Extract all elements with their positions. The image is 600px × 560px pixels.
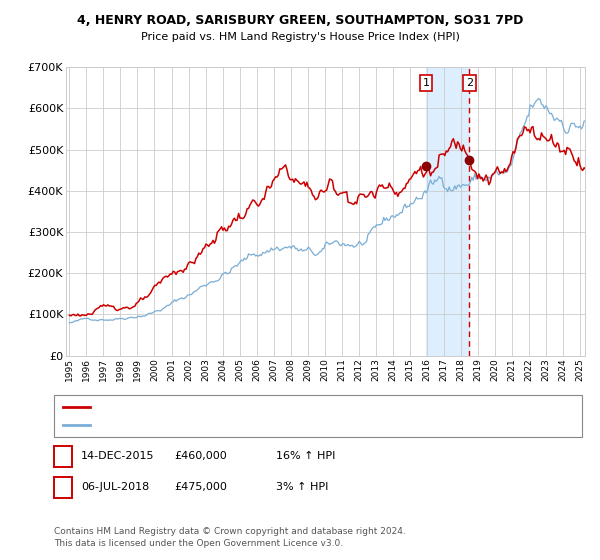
Text: 1: 1 xyxy=(422,78,430,88)
Text: HPI: Average price, detached house, Fareham: HPI: Average price, detached house, Fare… xyxy=(97,420,335,430)
Text: 3% ↑ HPI: 3% ↑ HPI xyxy=(276,482,328,492)
Text: 06-JUL-2018: 06-JUL-2018 xyxy=(81,482,149,492)
Text: £475,000: £475,000 xyxy=(174,482,227,492)
Text: 2: 2 xyxy=(59,482,67,492)
Text: 4, HENRY ROAD, SARISBURY GREEN, SOUTHAMPTON, SO31 7PD (detached house): 4, HENRY ROAD, SARISBURY GREEN, SOUTHAMP… xyxy=(97,402,524,412)
Text: 1: 1 xyxy=(59,451,67,461)
Text: Price paid vs. HM Land Registry's House Price Index (HPI): Price paid vs. HM Land Registry's House … xyxy=(140,32,460,43)
Bar xyxy=(426,67,469,356)
Text: 2: 2 xyxy=(466,78,473,88)
Text: 14-DEC-2015: 14-DEC-2015 xyxy=(81,451,155,461)
Text: £460,000: £460,000 xyxy=(174,451,227,461)
Text: Contains HM Land Registry data © Crown copyright and database right 2024.
This d: Contains HM Land Registry data © Crown c… xyxy=(54,527,406,548)
Text: 4, HENRY ROAD, SARISBURY GREEN, SOUTHAMPTON, SO31 7PD: 4, HENRY ROAD, SARISBURY GREEN, SOUTHAMP… xyxy=(77,14,523,27)
Text: 16% ↑ HPI: 16% ↑ HPI xyxy=(276,451,335,461)
